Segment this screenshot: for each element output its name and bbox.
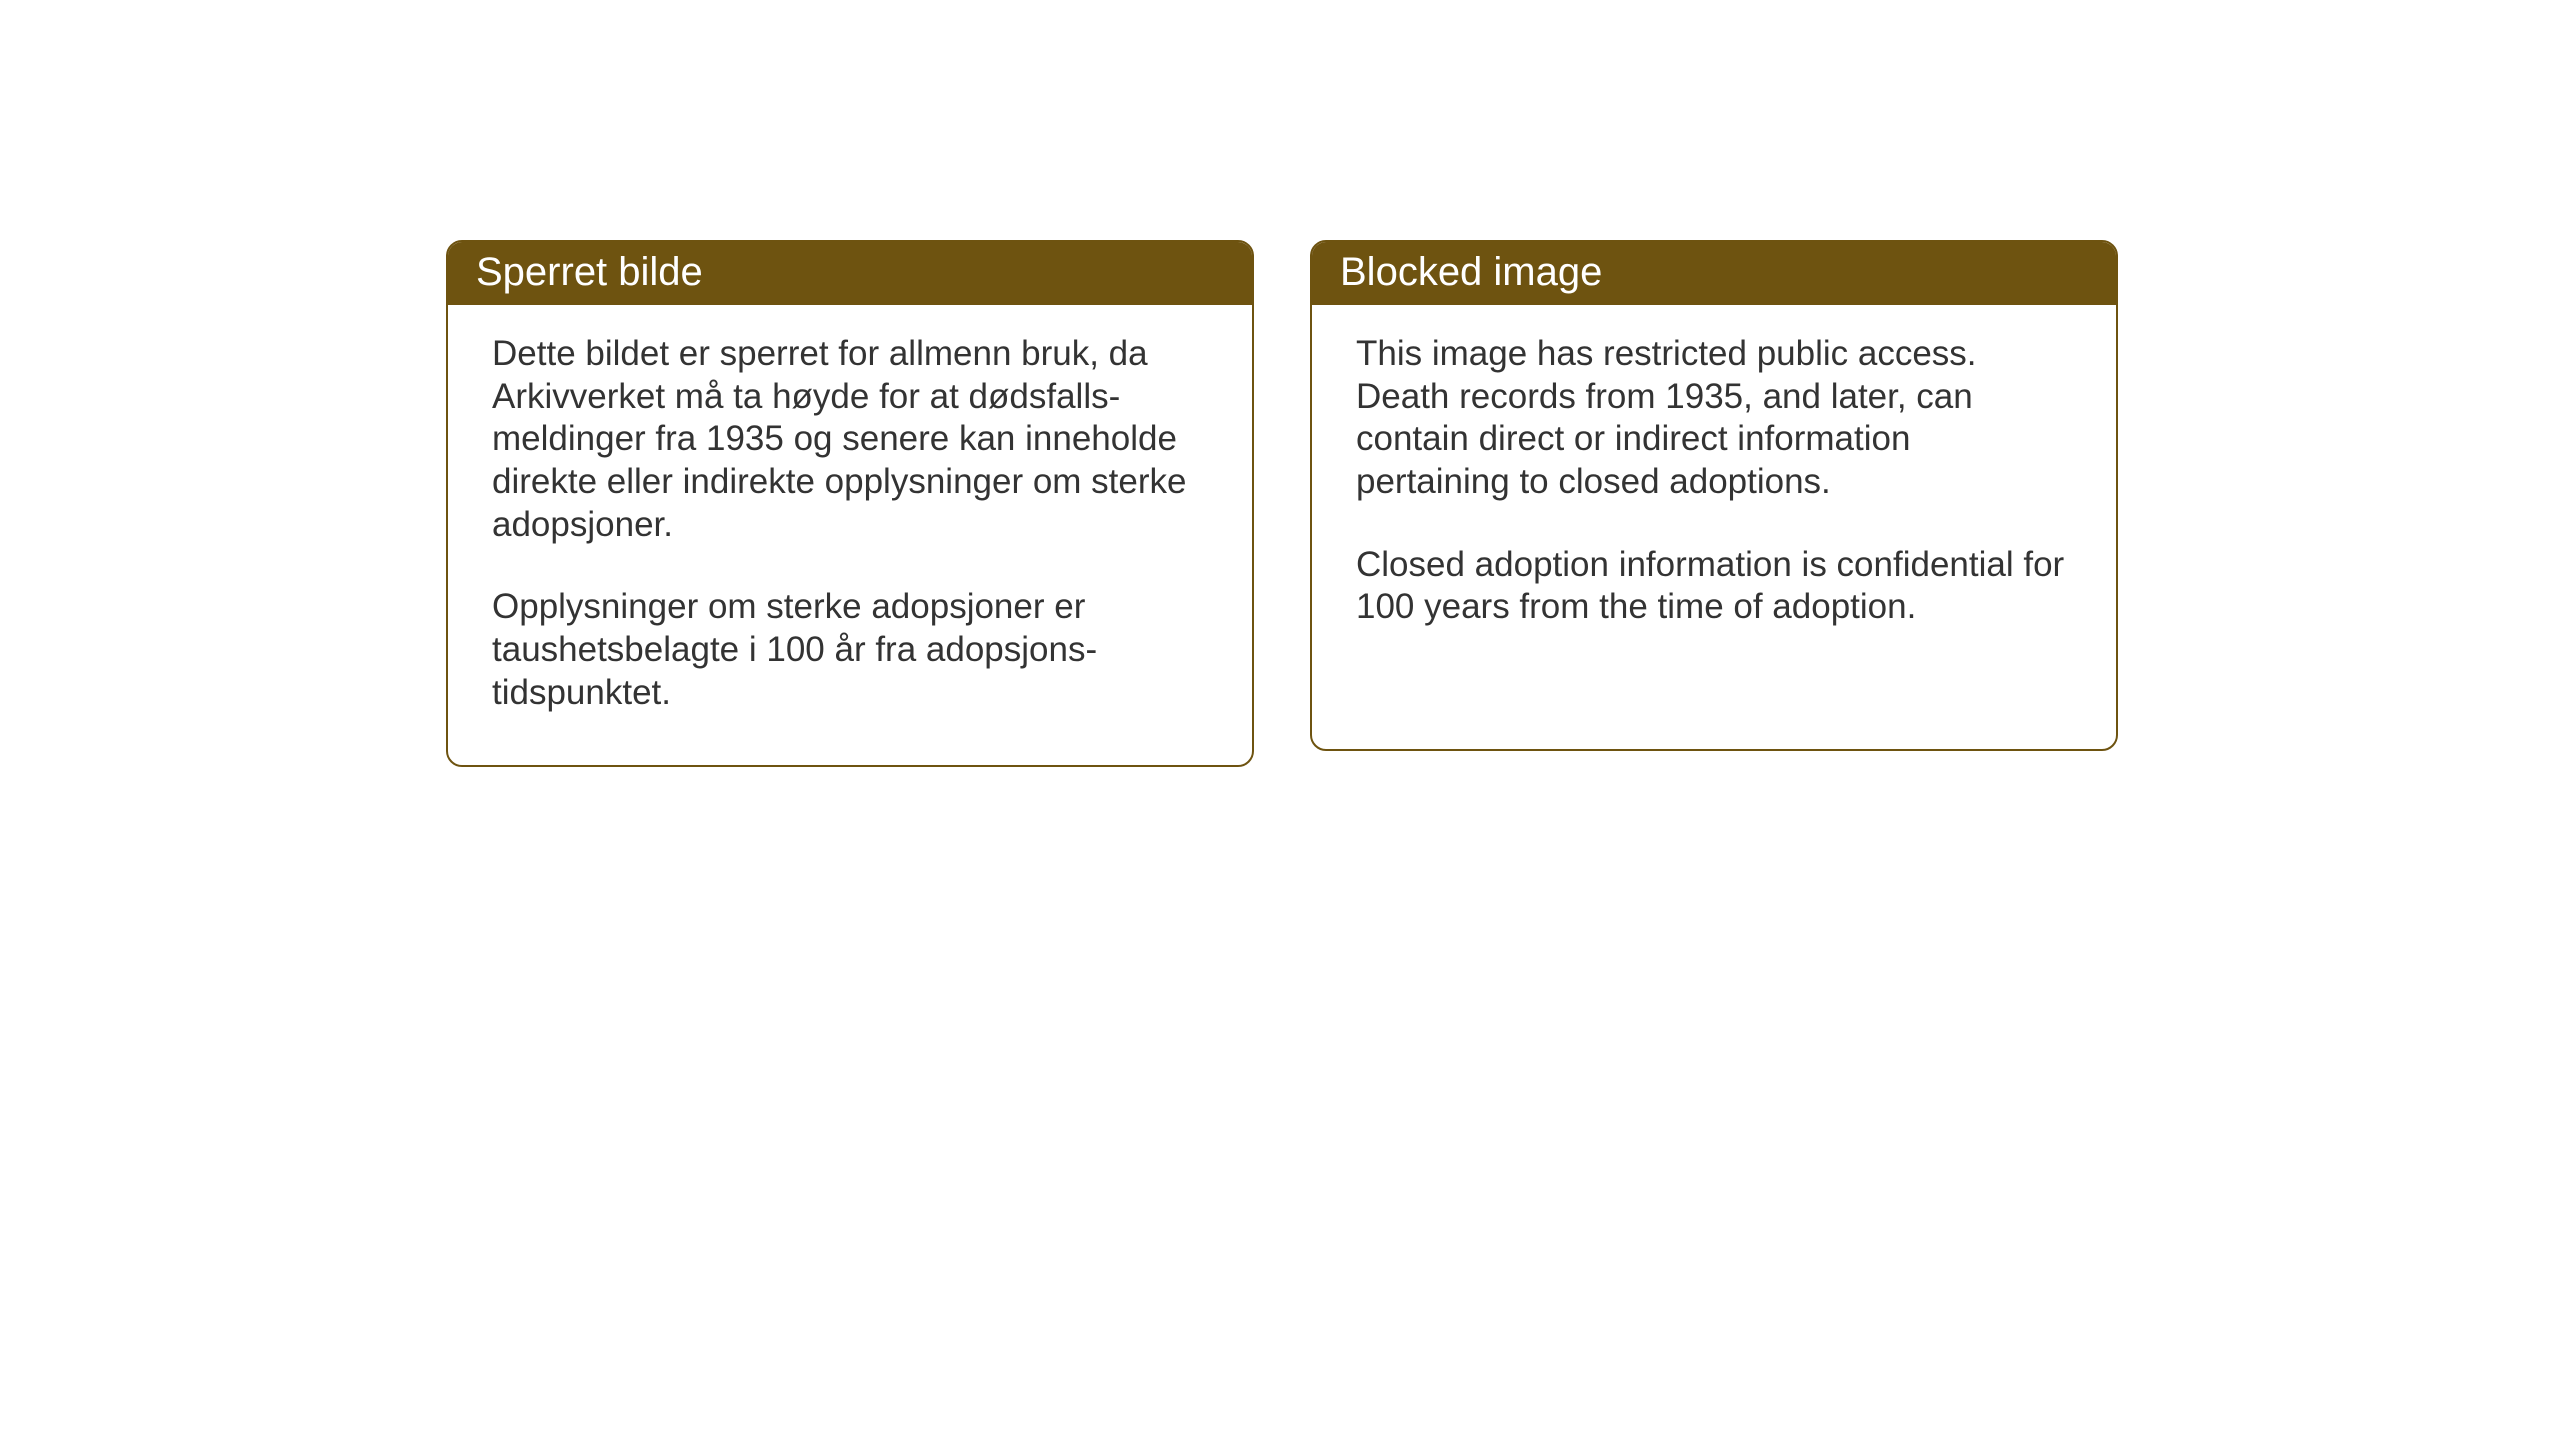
norwegian-paragraph-1: Dette bildet er sperret for allmenn bruk… [492,333,1208,546]
norwegian-card-header: Sperret bilde [448,242,1252,305]
english-card-header: Blocked image [1312,242,2116,305]
english-card-body: This image has restricted public access.… [1312,305,2116,679]
english-paragraph-1: This image has restricted public access.… [1356,333,2072,504]
norwegian-card-title: Sperret bilde [476,250,703,294]
notice-cards-container: Sperret bilde Dette bildet er sperret fo… [446,240,2118,767]
english-card-title: Blocked image [1340,250,1602,294]
english-paragraph-2: Closed adoption information is confident… [1356,544,2072,629]
norwegian-notice-card: Sperret bilde Dette bildet er sperret fo… [446,240,1254,767]
english-notice-card: Blocked image This image has restricted … [1310,240,2118,751]
norwegian-card-body: Dette bildet er sperret for allmenn bruk… [448,305,1252,765]
norwegian-paragraph-2: Opplysninger om sterke adopsjoner er tau… [492,586,1208,714]
